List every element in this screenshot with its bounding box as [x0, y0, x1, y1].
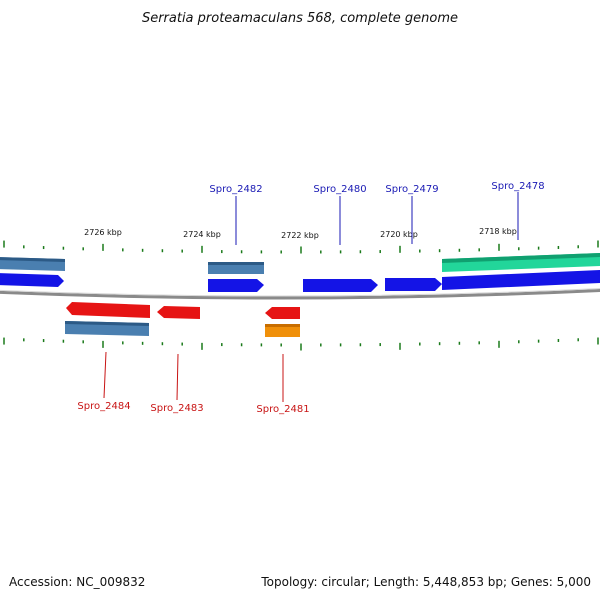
map-title: Serratia proteamaculans 568, complete ge… [142, 11, 458, 26]
cds-arrow-spro2478[interactable] [442, 270, 600, 290]
tick-label-2718: 2718 kbp [479, 227, 517, 236]
forward-gene-ring [0, 253, 600, 274]
gene-label-spro2479[interactable]: Spro_2479 [385, 184, 438, 195]
cds-arrow-spro2479[interactable] [385, 278, 442, 291]
gene-feature-spro2484-shade [65, 321, 149, 326]
reverse-gene-ring [65, 321, 300, 337]
tick-label-2720: 2720 kbp [380, 230, 418, 239]
gene-label-spro2478[interactable]: Spro_2478 [491, 181, 544, 192]
forward-label-leaders [235, 192, 519, 245]
accession-text: Accession: NC_009832 [9, 575, 145, 589]
genome-backbone-highlight [0, 287, 600, 297]
inner-tick-ring [3, 337, 599, 351]
reverse-label-leaders [103, 351, 284, 402]
gene-feature-spro2482-shade [208, 262, 264, 265]
outer-tick-ring [3, 240, 599, 254]
gene-feature-spro2478-shade [442, 253, 600, 263]
cds-arrow-fwd-left[interactable] [0, 273, 64, 287]
cds-arrow-spro2481[interactable] [265, 307, 300, 319]
forward-cds-ring [0, 270, 600, 292]
cds-arrow-spro2480[interactable] [303, 279, 378, 292]
leader-spro2484 [103, 351, 107, 399]
genome-summary-text: Topology: circular; Length: 5,448,853 bp… [260, 575, 591, 589]
gene-label-spro2482[interactable]: Spro_2482 [209, 184, 262, 195]
tick-label-2726: 2726 kbp [84, 228, 122, 237]
cds-arrow-spro2484[interactable] [66, 302, 150, 318]
tick-label-2722: 2722 kbp [281, 231, 319, 240]
cds-arrow-spro2483[interactable] [157, 306, 200, 319]
gene-label-spro2481[interactable]: Spro_2481 [256, 404, 309, 415]
gene-label-spro2483[interactable]: Spro_2483 [150, 403, 203, 414]
genome-backbone [0, 288, 600, 300]
gene-feature-fwd-left-shade [0, 257, 65, 262]
gene-label-spro2480[interactable]: Spro_2480 [313, 184, 366, 195]
leader-spro2483 [176, 353, 179, 401]
gene-label-spro2484[interactable]: Spro_2484 [77, 401, 130, 412]
cds-arrow-spro2482[interactable] [208, 279, 264, 292]
reverse-cds-ring [66, 302, 300, 319]
gene-feature-spro2481[interactable] [265, 324, 300, 337]
tick-label-2724: 2724 kbp [183, 230, 221, 239]
gene-feature-spro2481-shade [265, 324, 300, 327]
